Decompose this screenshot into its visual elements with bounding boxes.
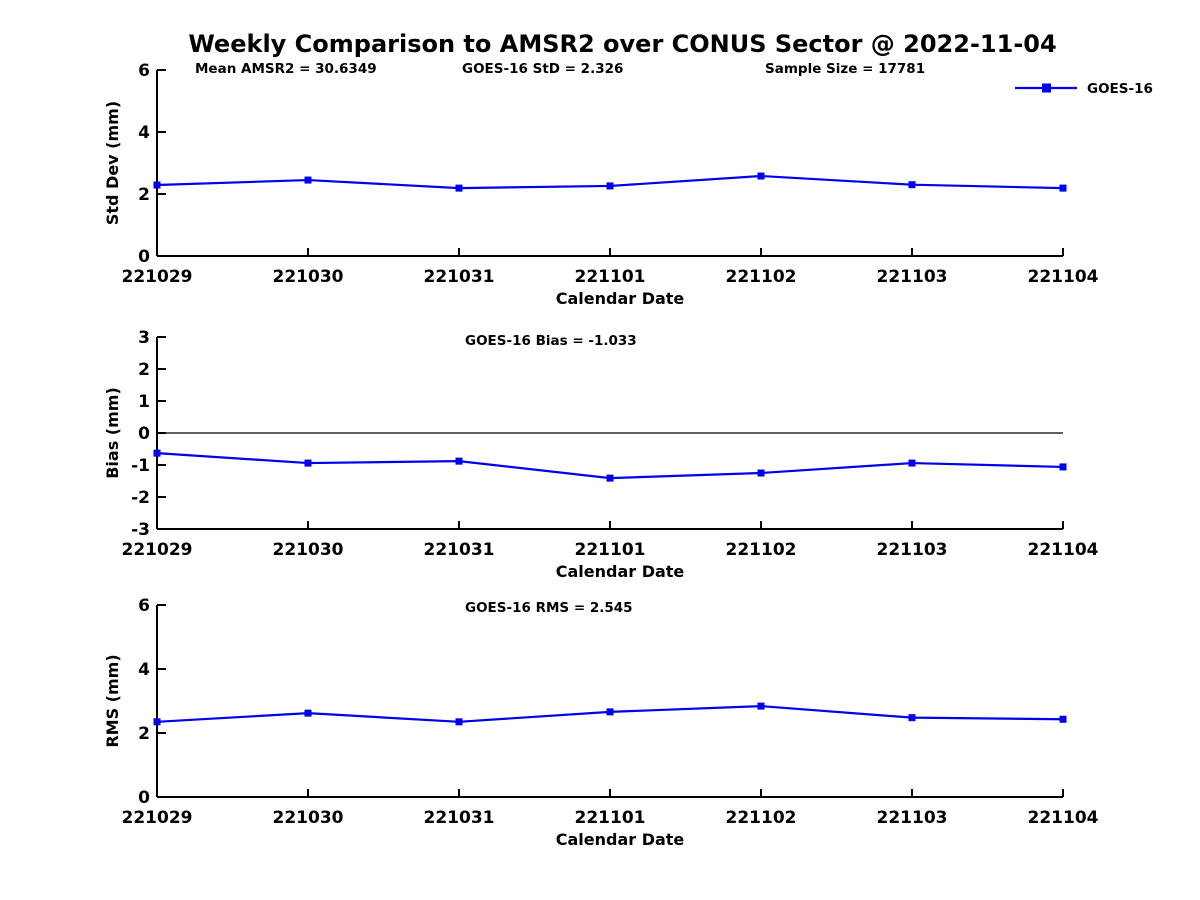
x-axis-title: Calendar Date bbox=[556, 289, 685, 308]
x-tick-label: 221031 bbox=[424, 267, 495, 287]
data-point-marker bbox=[304, 176, 312, 184]
x-tick-label: 221104 bbox=[1028, 808, 1099, 828]
y-axis-title: Bias (mm) bbox=[103, 387, 122, 479]
data-point-marker bbox=[1059, 184, 1067, 192]
x-tick-label: 221102 bbox=[726, 540, 797, 560]
data-point-marker bbox=[153, 449, 161, 457]
stat-annotation: GOES-16 StD = 2.326 bbox=[462, 61, 623, 77]
x-axis-title: Calendar Date bbox=[556, 830, 685, 849]
legend: GOES-16 bbox=[1015, 81, 1153, 97]
x-tick-label: 221031 bbox=[424, 808, 495, 828]
data-point-marker bbox=[455, 718, 463, 726]
data-point-marker bbox=[757, 469, 765, 477]
x-tick-label: 221030 bbox=[273, 540, 344, 560]
figure-title: Weekly Comparison to AMSR2 over CONUS Se… bbox=[188, 30, 1057, 58]
stat-annotation: GOES-16 Bias = -1.033 bbox=[465, 333, 637, 349]
y-tick-label: 0 bbox=[138, 788, 150, 808]
data-point-marker bbox=[757, 172, 765, 180]
rms-subplot: 0 2 4 6 221029 221030 221031 221101 221102 221103… bbox=[103, 596, 1099, 849]
data-point-marker bbox=[1059, 463, 1067, 471]
data-point-marker bbox=[304, 709, 312, 717]
data-point-marker bbox=[1059, 715, 1067, 723]
stat-annotation: Sample Size = 17781 bbox=[765, 61, 925, 77]
series-line bbox=[156, 452, 1064, 480]
std-dev-subplot: 0 2 4 6 221029 221030 221031 221101 221102 221103… bbox=[103, 61, 1153, 308]
y-tick-label: 6 bbox=[138, 596, 150, 616]
x-tick-label: 221031 bbox=[424, 540, 495, 560]
y-tick-label: 1 bbox=[138, 392, 150, 412]
y-tick-label: 0 bbox=[138, 424, 150, 444]
data-point-marker bbox=[908, 714, 916, 722]
stat-annotation: GOES-16 RMS = 2.545 bbox=[465, 600, 633, 616]
y-tick-label: 6 bbox=[138, 61, 150, 81]
y-tick-label: -2 bbox=[131, 488, 150, 508]
y-tick-label: 3 bbox=[138, 328, 150, 348]
x-tick-label: 221103 bbox=[877, 808, 948, 828]
x-tick-label: 221029 bbox=[122, 540, 193, 560]
x-tick-label: 221029 bbox=[122, 808, 193, 828]
x-tick-label: 221104 bbox=[1028, 267, 1099, 287]
data-point-marker bbox=[304, 459, 312, 467]
x-tick-label: 221101 bbox=[575, 540, 646, 560]
x-tick-label: 221102 bbox=[726, 808, 797, 828]
y-axis-title: RMS (mm) bbox=[103, 654, 122, 747]
data-point-marker bbox=[153, 181, 161, 189]
y-tick-label: -3 bbox=[131, 520, 150, 540]
data-point-marker bbox=[908, 181, 916, 189]
x-tick-label: 221030 bbox=[273, 267, 344, 287]
stat-annotation: Mean AMSR2 = 30.6349 bbox=[195, 61, 377, 77]
data-point-marker bbox=[606, 474, 614, 482]
data-point-marker bbox=[908, 459, 916, 467]
x-tick-label: 221102 bbox=[726, 267, 797, 287]
x-tick-label: 221104 bbox=[1028, 540, 1099, 560]
y-axis-title: Std Dev (mm) bbox=[103, 101, 122, 225]
x-tick-label: 221029 bbox=[122, 267, 193, 287]
x-tick-label: 221101 bbox=[575, 267, 646, 287]
x-tick-label: 221103 bbox=[877, 267, 948, 287]
y-tick-label: 4 bbox=[138, 123, 150, 143]
x-axis-title: Calendar Date bbox=[556, 562, 685, 581]
legend-marker bbox=[1042, 83, 1051, 93]
legend-label: GOES-16 bbox=[1087, 81, 1153, 97]
x-tick-label: 221103 bbox=[877, 540, 948, 560]
data-point-marker bbox=[757, 702, 765, 710]
y-tick-label: -1 bbox=[131, 456, 150, 476]
y-tick-label: 2 bbox=[138, 360, 150, 380]
data-point-marker bbox=[606, 708, 614, 716]
data-point-marker bbox=[455, 457, 463, 465]
y-tick-label: 2 bbox=[138, 724, 150, 744]
x-tick-label: 221101 bbox=[575, 808, 646, 828]
data-point-marker bbox=[153, 718, 161, 726]
y-tick-label: 2 bbox=[138, 185, 150, 205]
data-point-marker bbox=[455, 184, 463, 192]
y-tick-label: 4 bbox=[138, 660, 150, 680]
y-tick-label: 0 bbox=[138, 247, 150, 267]
x-tick-label: 221030 bbox=[273, 808, 344, 828]
data-point-marker bbox=[606, 182, 614, 190]
